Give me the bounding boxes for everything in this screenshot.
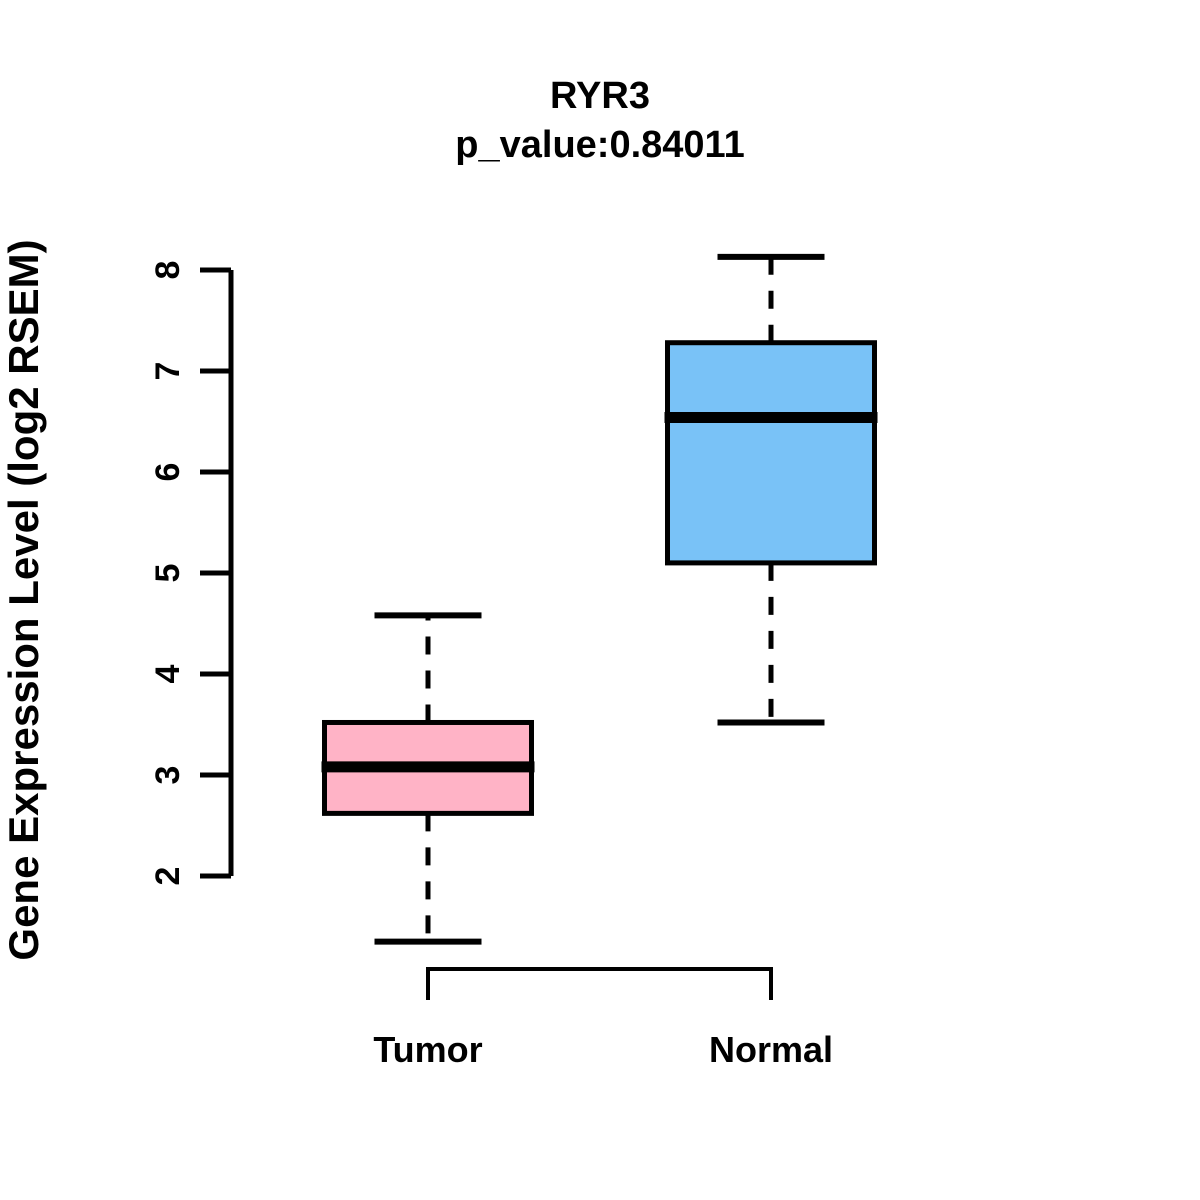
x-label-tumor: Tumor (373, 1029, 482, 1070)
y-tick-label-5: 5 (149, 564, 187, 583)
y-tick-label-4: 4 (149, 664, 187, 683)
box-group-normal[interactable] (664, 253, 878, 726)
y-tick-label-6: 6 (149, 463, 187, 482)
box-group-tumor[interactable] (321, 612, 535, 945)
x-axis (426, 967, 773, 1000)
box-normal[interactable] (665, 340, 877, 566)
x-label-normal: Normal (709, 1029, 833, 1070)
y-tick-label-3: 3 (149, 766, 187, 785)
y-tick-label-8: 8 (149, 261, 187, 280)
y-tick-label-2: 2 (149, 867, 187, 886)
y-tick-label-7: 7 (149, 362, 187, 381)
chart-subtitle: p_value:0.84011 (455, 124, 744, 166)
x-axis-bracket (426, 967, 773, 1000)
chart-title: RYR3 (550, 75, 650, 117)
y-axis: 8 7 6 5 4 3 2 (149, 261, 234, 886)
y-axis-label: Gene Expression Level (log2 RSEM) (0, 239, 47, 960)
